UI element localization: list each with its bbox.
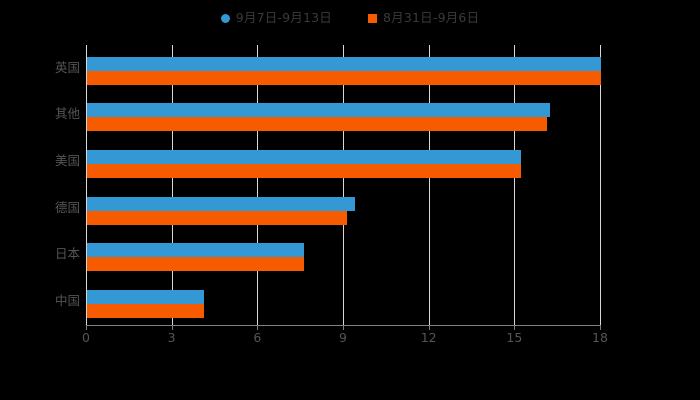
y-axis-tick-label: 中国 bbox=[54, 293, 80, 308]
x-axis-tick-6 bbox=[257, 325, 259, 330]
bar-series1-cat0 bbox=[87, 57, 601, 71]
bar-series2-cat5 bbox=[87, 304, 205, 318]
gridline-12 bbox=[428, 45, 430, 325]
y-axis-tick-label: 英国 bbox=[54, 60, 80, 75]
bar-series1-cat2 bbox=[87, 150, 522, 164]
plot-area bbox=[86, 45, 601, 325]
legend-circle-marker-icon bbox=[220, 13, 230, 23]
x-axis-tick-label: 0 bbox=[82, 330, 90, 345]
legend-square-marker-icon bbox=[368, 13, 377, 23]
legend-item-series-2[interactable]: 8月31日-9月6日 bbox=[368, 9, 480, 25]
gridline-18 bbox=[600, 45, 601, 325]
x-axis-tick-0 bbox=[86, 325, 87, 330]
bar-series1-cat1 bbox=[87, 103, 550, 117]
x-axis-tick-15 bbox=[514, 325, 516, 330]
legend-item-label: 8月31日-9月6日 bbox=[383, 9, 480, 25]
bar-series2-cat1 bbox=[87, 117, 547, 131]
y-axis-category-labels: 英国 其他 美国 德国 日本 中国 bbox=[0, 45, 80, 325]
chart-legend: 9月7日-9月13日 8月31日-9月6日 bbox=[0, 7, 700, 29]
bar-series2-cat0 bbox=[87, 71, 601, 85]
bar-series1-cat5 bbox=[87, 290, 205, 304]
y-axis-tick-label: 美国 bbox=[54, 153, 80, 168]
bar-series2-cat4 bbox=[87, 257, 305, 271]
gridline-15 bbox=[514, 45, 516, 325]
x-axis-tick-label: 6 bbox=[253, 330, 262, 345]
x-axis-tick-label: 3 bbox=[167, 330, 176, 345]
gridline-3 bbox=[171, 45, 173, 325]
legend-item-label: 9月7日-9月13日 bbox=[235, 9, 332, 25]
x-axis-tick-label: 15 bbox=[506, 330, 523, 345]
bar-series2-cat3 bbox=[87, 211, 347, 225]
x-axis-tick-18 bbox=[600, 325, 601, 330]
y-axis-tick-label: 德国 bbox=[54, 200, 80, 215]
y-axis-tick-label: 日本 bbox=[54, 246, 80, 261]
x-axis-tick-12 bbox=[428, 325, 430, 330]
gridline-6 bbox=[257, 45, 259, 325]
x-axis-tick-label: 9 bbox=[339, 330, 347, 345]
x-axis-tick-9 bbox=[343, 325, 344, 330]
legend-item-series-1[interactable]: 9月7日-9月13日 bbox=[220, 9, 332, 25]
bar-series1-cat3 bbox=[87, 197, 356, 211]
y-axis-tick-label: 其他 bbox=[54, 106, 80, 121]
bar-series1-cat4 bbox=[87, 243, 305, 257]
x-axis-tick-3 bbox=[171, 325, 173, 330]
bar-series2-cat2 bbox=[87, 164, 522, 178]
gridline-9 bbox=[343, 45, 344, 325]
x-axis-tick-label: 12 bbox=[420, 330, 437, 345]
x-axis-tick-label: 18 bbox=[592, 330, 608, 345]
y-axis-line bbox=[86, 45, 87, 325]
